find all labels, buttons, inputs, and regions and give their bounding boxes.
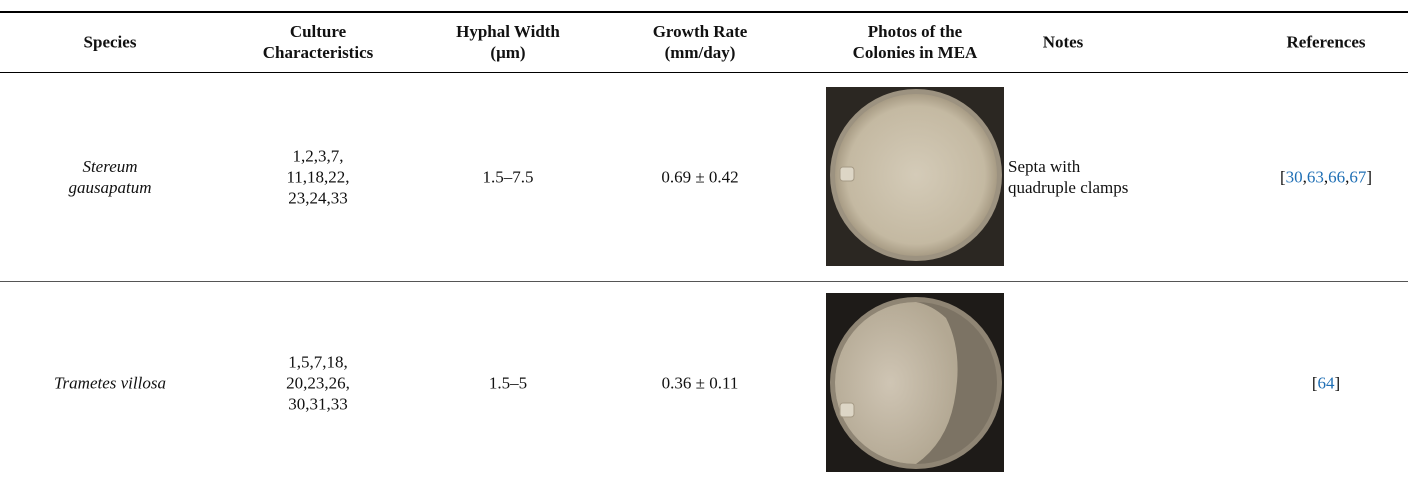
text-line: ] [1335, 374, 1341, 393]
hyphal-width-cell: 1.5–7.5 [483, 167, 534, 188]
header-cell: Hyphal Width(μm) [456, 21, 560, 63]
text-line: 23,24,33 [286, 188, 349, 209]
text-line[interactable]: 63 [1307, 168, 1324, 187]
species-cell: Trametes villosa [54, 373, 166, 394]
culture-cell: 1,2,3,7,11,18,22,23,24,33 [286, 146, 349, 209]
text-line[interactable]: 67 [1349, 168, 1366, 187]
text-line: References [1287, 32, 1366, 53]
text-line: Characteristics [263, 42, 373, 63]
text-line[interactable]: 64 [1318, 374, 1335, 393]
growth-rate-cell: 0.36 ± 0.11 [662, 373, 739, 394]
text-line[interactable]: 66 [1328, 168, 1345, 187]
top-rule [0, 11, 1408, 13]
text-line: ] [1366, 168, 1372, 187]
text-line: 11,18,22, [286, 167, 349, 188]
row-rule [0, 281, 1408, 282]
references-cell: [30,63,66,67] [1280, 167, 1372, 188]
text-line: gausapatum [68, 177, 151, 198]
text-line: 0.36 ± 0.11 [662, 373, 739, 394]
text-line: Trametes villosa [54, 373, 166, 394]
text-line: Stereum [68, 156, 151, 177]
table-page: Species CultureCharacteristics Hyphal Widt… [0, 0, 1408, 484]
text-line: (μm) [456, 42, 560, 63]
growth-rate-cell: 0.69 ± 0.42 [661, 167, 738, 188]
header-rule [0, 72, 1408, 73]
text-line: Notes [1043, 32, 1084, 53]
header-cell: References [1287, 32, 1366, 53]
text-line: 1.5–7.5 [483, 167, 534, 188]
text-line: Colonies in MEA [853, 42, 978, 63]
references-cell: [64] [1312, 373, 1340, 394]
text-line: Septa with [1008, 156, 1128, 177]
text-line: 1.5–5 [489, 373, 527, 394]
header-cell: Species [84, 32, 137, 53]
colony-photo [826, 87, 1004, 266]
colony-photo [826, 293, 1004, 472]
text-line: 1,2,3,7, [286, 146, 349, 167]
text-line: 1,5,7,18, [286, 352, 350, 373]
text-line: Growth Rate [653, 21, 748, 42]
text-line: Photos of the [853, 21, 978, 42]
header-cell: Growth Rate(mm/day) [653, 21, 748, 63]
text-line: Hyphal Width [456, 21, 560, 42]
text-line: (mm/day) [653, 42, 748, 63]
text-line: 20,23,26, [286, 373, 350, 394]
text-line: 0.69 ± 0.42 [661, 167, 738, 188]
hyphal-width-cell: 1.5–5 [489, 373, 527, 394]
header-cell: Notes [1043, 32, 1084, 53]
text-line: Species [84, 32, 137, 53]
text-line: 30,31,33 [286, 394, 350, 415]
text-line[interactable]: 30 [1286, 168, 1303, 187]
text-line: quadruple clamps [1008, 177, 1128, 198]
text-line: Culture [263, 21, 373, 42]
culture-cell: 1,5,7,18,20,23,26,30,31,33 [286, 352, 350, 415]
